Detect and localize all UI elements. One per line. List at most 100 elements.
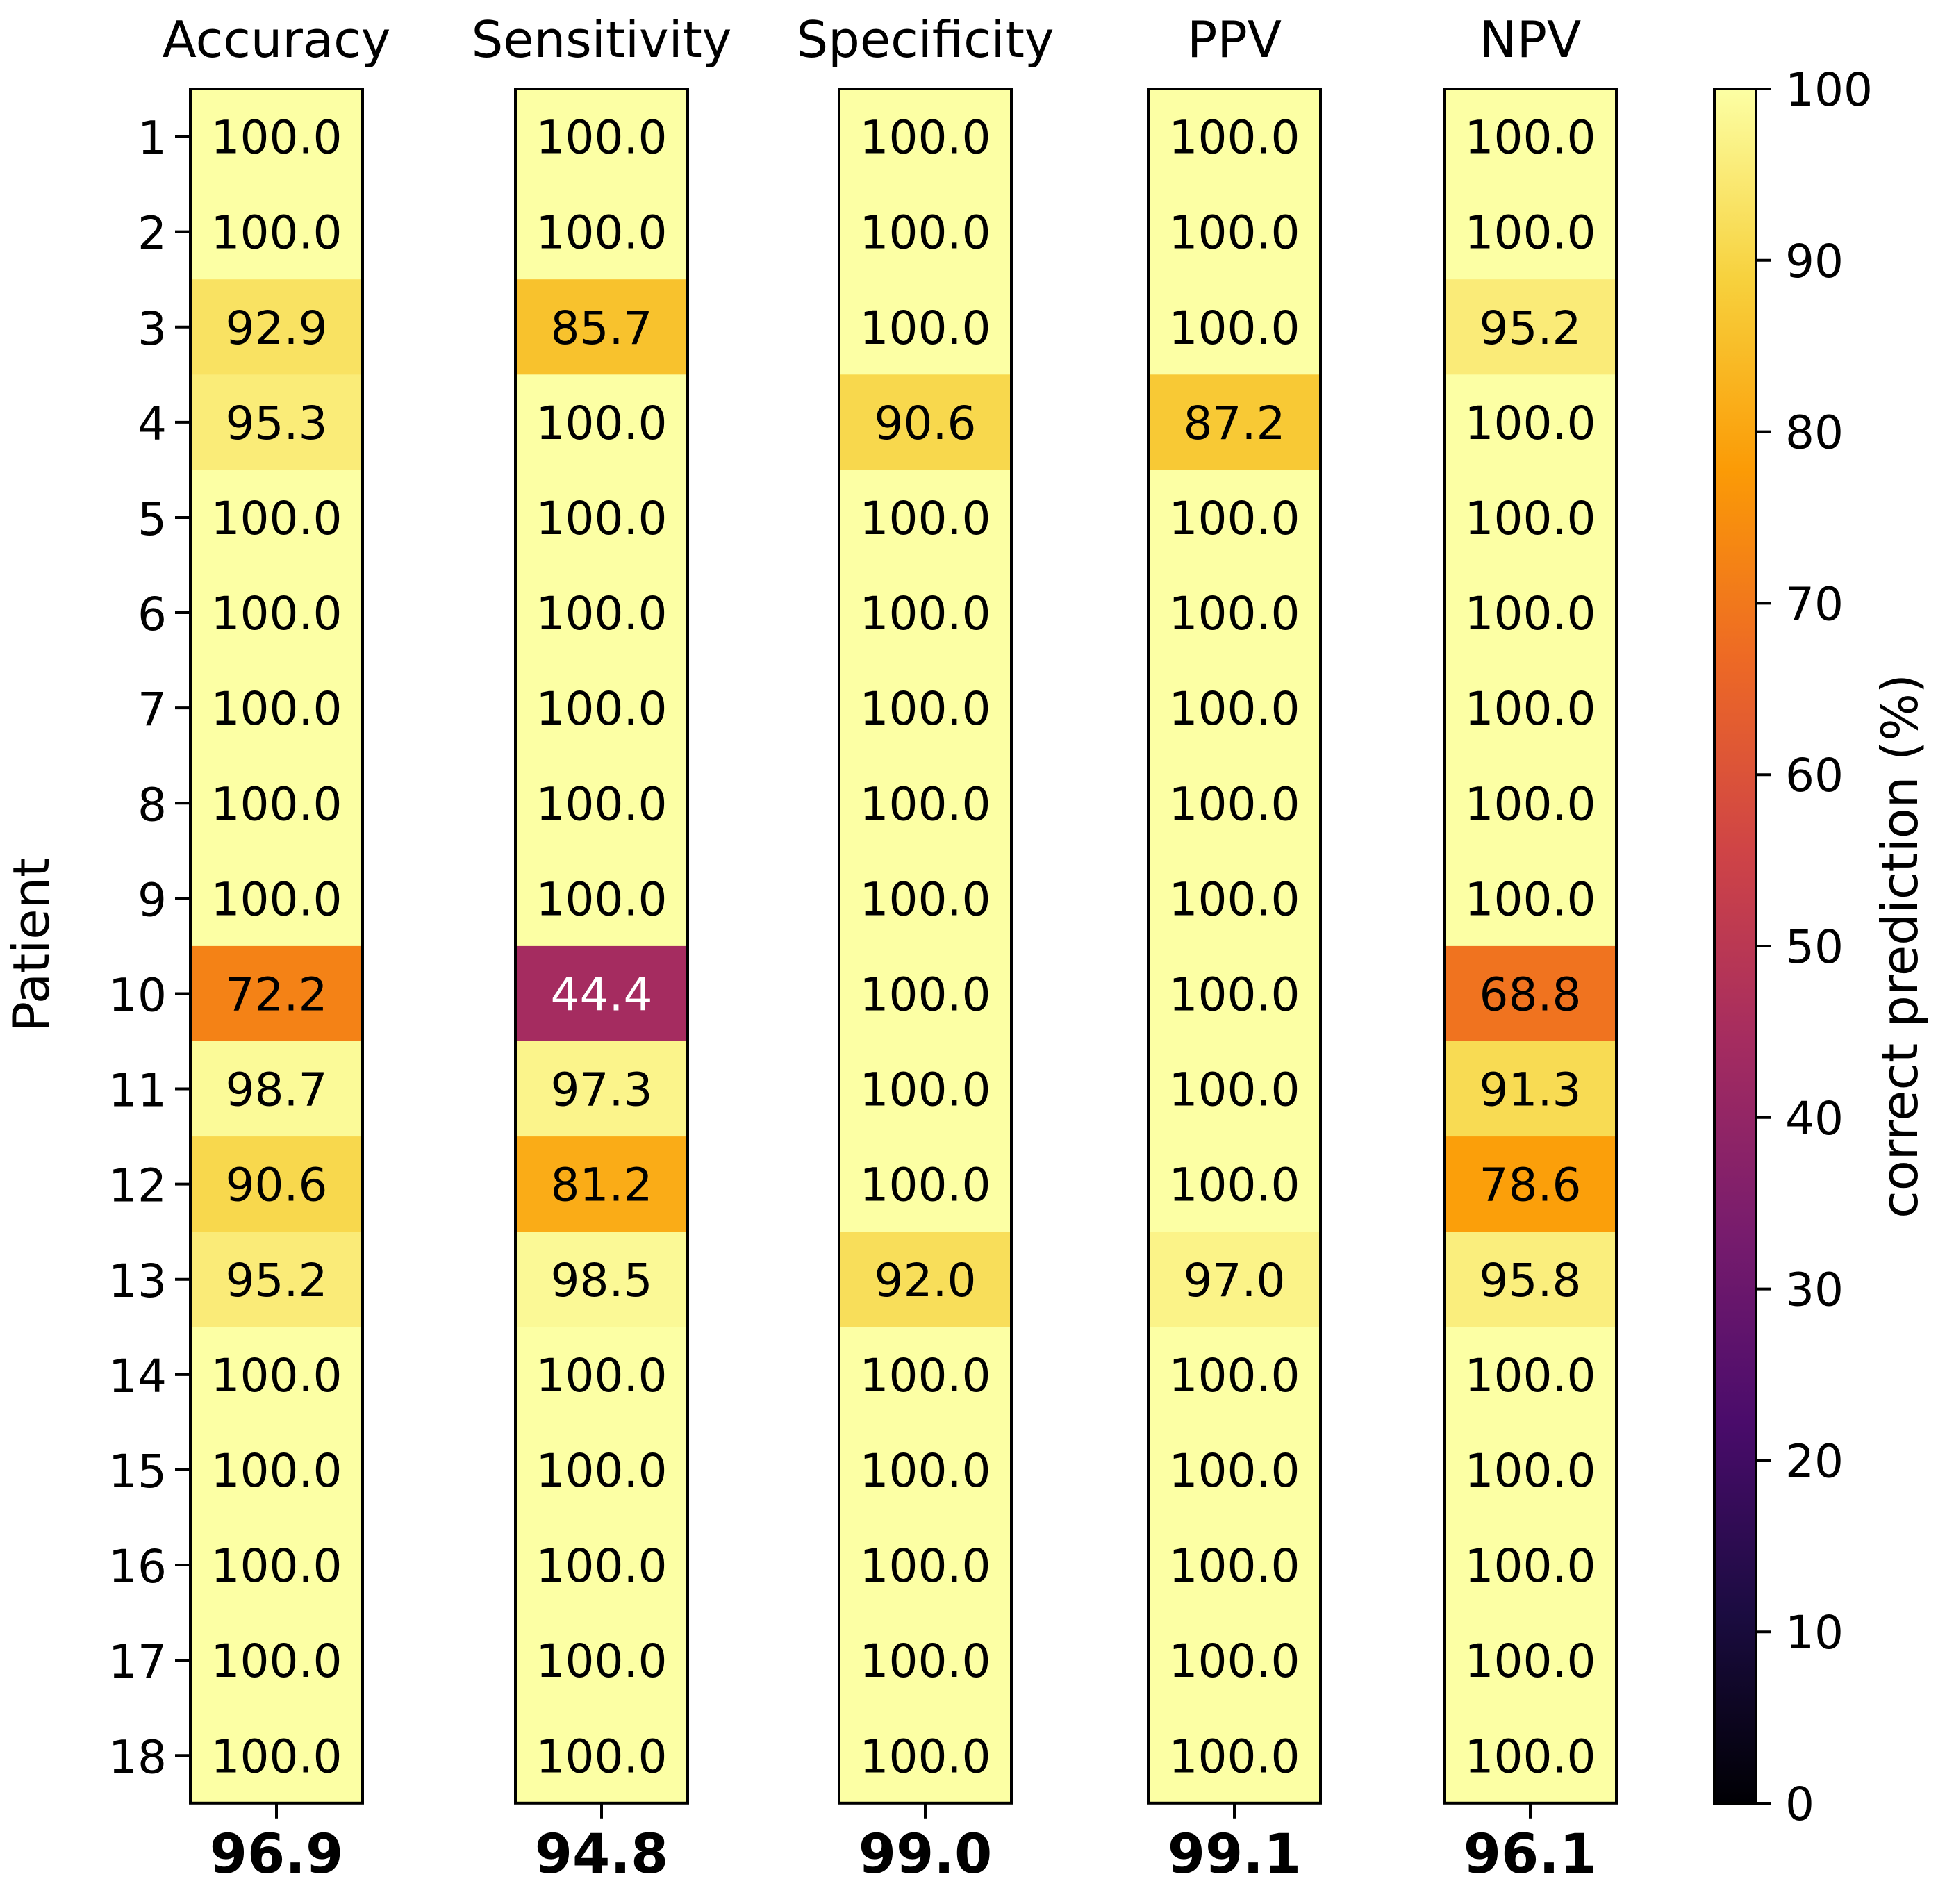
- heatmap-cell: [839, 1422, 1011, 1518]
- heatmap-cell: [1444, 1327, 1616, 1423]
- cell-value-label: 100.0: [536, 111, 668, 165]
- cell-value-label: 100.0: [1169, 1634, 1300, 1688]
- cell-value-label: 44.4: [551, 968, 653, 1021]
- heatmap-cell: [1444, 184, 1616, 280]
- heatmap-cell: [839, 1612, 1011, 1709]
- heatmap-cell: [1444, 89, 1616, 185]
- cell-value-label: 100.0: [1465, 777, 1596, 831]
- heatmap-cell: [1148, 565, 1320, 661]
- cell-value-label: 100.0: [860, 682, 991, 736]
- heatmap-cell: [190, 470, 363, 566]
- heatmap-cell: [1148, 1422, 1320, 1518]
- cell-value-label: 100.0: [1169, 587, 1300, 640]
- cell-value-label: 100.0: [1465, 1444, 1596, 1498]
- heatmap-cell: [190, 1612, 363, 1709]
- column-header-ppv: PPV: [1187, 10, 1282, 69]
- colorbar-tick-label: 90: [1785, 235, 1844, 288]
- row-label: 14: [108, 1350, 167, 1403]
- heatmap-cell: [515, 850, 688, 947]
- column-header-specificity: Specificity: [796, 10, 1054, 69]
- cell-value-label: 100.0: [1465, 872, 1596, 926]
- colorbar-tick-label: 40: [1785, 1092, 1844, 1145]
- cell-value-label: 100.0: [1169, 682, 1300, 736]
- colorbar-tick-label: 30: [1785, 1264, 1844, 1317]
- heatmap-cell: [839, 470, 1011, 566]
- heatmap-cell: [1148, 755, 1320, 852]
- cell-value-label: 100.0: [211, 206, 342, 260]
- cell-value-label: 98.7: [226, 1063, 328, 1117]
- heatmap-cell: [515, 755, 688, 852]
- cell-value-label: 100.0: [860, 587, 991, 640]
- heatmap-cell: [515, 470, 688, 566]
- cell-value-label: 100.0: [860, 111, 991, 165]
- cell-value-label: 100.0: [211, 587, 342, 640]
- cell-value-label: 100.0: [536, 682, 668, 736]
- cell-value-label: 100.0: [1169, 111, 1300, 165]
- cell-value-label: 81.2: [551, 1159, 653, 1212]
- cell-value-label: 95.8: [1480, 1254, 1582, 1307]
- cell-value-label: 100.0: [860, 1539, 991, 1593]
- cell-value-label: 100.0: [536, 872, 668, 926]
- row-label: 5: [138, 492, 167, 546]
- colorbar-tick-label: 0: [1785, 1778, 1814, 1831]
- heatmap-cell: [190, 660, 363, 756]
- heatmap-cell: [190, 1136, 363, 1232]
- cell-value-label: 100.0: [1169, 872, 1300, 926]
- colorbar-gradient: [1713, 88, 1757, 1805]
- cell-value-label: 97.3: [551, 1063, 653, 1117]
- summary-value-specificity: 99.0: [859, 1823, 992, 1886]
- heatmap-cell: [1148, 945, 1320, 1042]
- cell-value-label: 100.0: [1169, 1444, 1300, 1498]
- heatmap-cell: [515, 1517, 688, 1614]
- cell-value-label: 100.0: [1465, 492, 1596, 545]
- heatmap-cell: [1444, 1422, 1616, 1518]
- cell-value-label: 95.3: [226, 397, 328, 450]
- heatmap-cell: [190, 755, 363, 852]
- cell-value-label: 100.0: [860, 1349, 991, 1402]
- heatmap-cell: [1148, 850, 1320, 947]
- heatmap-cell: [839, 1041, 1011, 1137]
- heatmap-cell: [1148, 1612, 1320, 1709]
- cell-value-label: 100.0: [211, 777, 342, 831]
- heatmap-cell: [1148, 1517, 1320, 1614]
- heatmap-cell: [515, 1232, 688, 1327]
- heatmap-cell: [1148, 184, 1320, 280]
- heatmap-cell: [1444, 755, 1616, 852]
- cell-value-label: 98.5: [551, 1254, 653, 1307]
- heatmap-cell: [839, 89, 1011, 185]
- heatmap-cell: [839, 184, 1011, 280]
- heatmap-cell: [190, 1707, 363, 1804]
- cell-value-label: 100.0: [211, 111, 342, 165]
- heatmap-cell: [839, 1327, 1011, 1423]
- heatmap-cell: [1148, 1041, 1320, 1137]
- row-label: 2: [138, 207, 167, 260]
- heatmap-cell: [190, 1517, 363, 1614]
- cell-value-label: 100.0: [860, 1159, 991, 1212]
- heatmap-cell: [515, 945, 688, 1042]
- cell-value-label: 90.6: [875, 397, 977, 450]
- heatmap-cell: [839, 1517, 1011, 1614]
- colorbar-tick-label: 60: [1785, 749, 1844, 802]
- colorbar-label: correct prediction (%): [1871, 674, 1929, 1218]
- heatmap-cell: [515, 1707, 688, 1804]
- colorbar: correct prediction (%) 0 10 20 30 40 50 60 70 80…: [1713, 63, 1929, 1831]
- cell-value-label: 100.0: [1465, 682, 1596, 736]
- cell-value-label: 100.0: [211, 872, 342, 926]
- cell-value-label: 100.0: [860, 206, 991, 260]
- row-label: 1: [138, 112, 167, 165]
- row-label: 15: [108, 1445, 167, 1498]
- cell-value-label: 100.0: [211, 1634, 342, 1688]
- cell-value-label: 100.0: [211, 1349, 342, 1402]
- heatmap-cell: [190, 184, 363, 280]
- cell-value-label: 100.0: [1169, 492, 1300, 545]
- cell-value-label: 100.0: [1169, 1159, 1300, 1212]
- cell-value-label: 100.0: [1465, 587, 1596, 640]
- colorbar-tick-label: 50: [1785, 920, 1844, 974]
- cell-value-label: 100.0: [1169, 968, 1300, 1021]
- heatmap-cell: [839, 660, 1011, 756]
- row-label: 16: [108, 1540, 167, 1593]
- row-label: 10: [108, 968, 167, 1022]
- heatmap-cell: [515, 1327, 688, 1423]
- row-label: 17: [108, 1635, 167, 1689]
